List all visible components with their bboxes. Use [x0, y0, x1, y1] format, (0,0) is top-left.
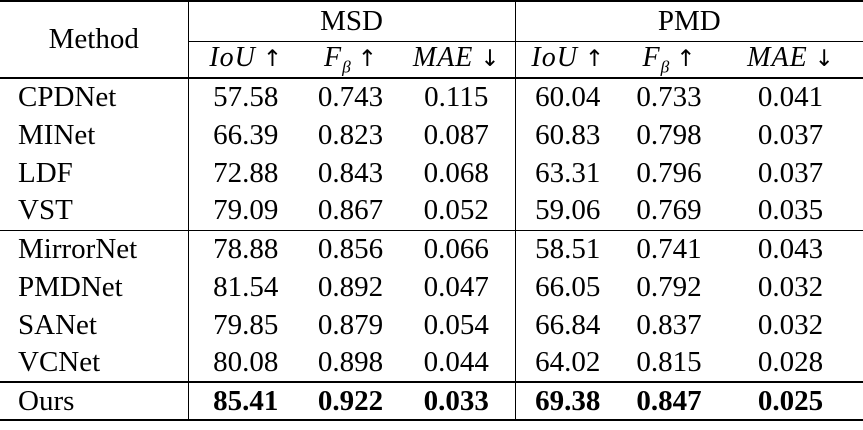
metric-subscript: β [660, 57, 670, 77]
metric-value: 0.879 [317, 308, 384, 341]
metric-value: 60.83 [535, 118, 601, 151]
up-arrow-icon: ↑ [262, 45, 283, 72]
metric-header-msd-fbeta: Fβ ↑ [303, 41, 398, 80]
metric-value: 0.837 [636, 308, 702, 341]
method-name: MINet [0, 116, 189, 155]
metric-value: 0.033 [398, 382, 516, 422]
metric-value: 0.892 [317, 270, 384, 303]
metric-value: 0.898 [303, 344, 398, 384]
metric-value: 0.068 [398, 154, 516, 193]
metric-value: 59.06 [515, 192, 621, 231]
metric-value: 0.743 [317, 81, 384, 114]
metric-value: 66.05 [535, 270, 601, 303]
method-name: LDF [0, 154, 189, 193]
metric-value: 0.044 [398, 344, 516, 384]
metric-value: 0.054 [398, 306, 516, 345]
metric-value: 0.798 [636, 118, 702, 151]
down-arrow-icon: ↓ [814, 45, 834, 72]
metric-value: 0.032 [757, 270, 824, 303]
group-header-row: Method MSD PMD [0, 1, 863, 80]
metric-value: 0.052 [398, 192, 516, 231]
up-arrow-icon: ↑ [357, 45, 377, 72]
msd-group-header: MSD [188, 1, 516, 42]
metric-name: F [324, 41, 343, 73]
metric-value: 78.88 [213, 232, 279, 265]
method-name: CPDNet [0, 78, 189, 117]
metric-value: 0.792 [636, 270, 702, 303]
metric-subscript: β [342, 57, 351, 77]
metric-value: 66.84 [535, 308, 601, 341]
metric-value: 0.815 [620, 344, 719, 384]
metric-value: 69.38 [515, 382, 621, 422]
metric-value: 0.025 [718, 382, 863, 422]
table-row: MINet 66.39 0.823 0.087 60.83 0.798 0.037 [0, 116, 863, 155]
metric-value: 0.066 [398, 230, 516, 269]
table-row: CPDNet 57.58 0.743 0.115 60.04 0.733 0.041 [0, 78, 863, 117]
metric-name: MAE [747, 41, 808, 73]
table-row: LDF 72.88 0.843 0.068 63.31 0.796 0.037 [0, 154, 863, 193]
method-name: VCNet [0, 344, 189, 384]
up-arrow-icon: ↑ [676, 45, 696, 72]
method-name: VST [0, 192, 189, 231]
metric-value: 0.035 [718, 192, 863, 231]
method-name: PMDNet [0, 268, 189, 307]
metric-value: 85.41 [188, 382, 303, 422]
metric-value: 0.115 [398, 78, 516, 117]
metric-value: 81.54 [213, 270, 279, 303]
metric-value: 58.51 [535, 232, 601, 265]
metric-value: 0.856 [317, 232, 384, 265]
table-row: SANet 79.85 0.879 0.054 66.84 0.837 0.032 [0, 306, 863, 345]
method-name: MirrorNet [0, 230, 189, 269]
metric-value: 57.58 [213, 81, 279, 114]
metric-header-pmd-fbeta: Fβ ↑ [620, 41, 719, 80]
metric-value: 0.769 [620, 192, 719, 231]
pmd-group-header: PMD [515, 1, 863, 42]
method-name: Ours [0, 382, 189, 422]
metric-value: 0.037 [757, 118, 824, 151]
metric-value: 0.867 [303, 192, 398, 231]
metric-header-pmd-mae: MAE ↓ [718, 41, 863, 80]
metric-name: IoU [209, 41, 256, 73]
metric-value: 0.041 [757, 81, 824, 114]
metric-value: 0.741 [636, 232, 702, 265]
metric-value: 63.31 [535, 156, 601, 189]
up-arrow-icon: ↑ [584, 45, 605, 72]
metric-value: 0.028 [718, 344, 863, 384]
metric-value: 0.796 [636, 156, 702, 189]
metric-value: 72.88 [213, 156, 279, 189]
metric-value: 60.04 [535, 81, 601, 114]
metric-value: 0.047 [398, 268, 516, 307]
metric-value: 79.09 [188, 192, 303, 231]
metric-value: 0.032 [757, 308, 824, 341]
metric-value: 64.02 [515, 344, 621, 384]
metric-header-pmd-iou: IoU ↑ [515, 41, 621, 80]
table-row: VCNet 80.08 0.898 0.044 64.02 0.815 0.028 [0, 344, 863, 384]
metric-header-msd-iou: IoU ↑ [188, 41, 303, 80]
method-column-header: Method [0, 1, 189, 80]
metric-value: 0.043 [757, 232, 824, 265]
metric-value: 0.922 [303, 382, 398, 422]
metric-value: 0.847 [620, 382, 719, 422]
metric-value: 79.85 [213, 308, 279, 341]
metric-value: 0.733 [636, 81, 702, 114]
metric-name: MAE [412, 41, 474, 73]
metric-value: 0.823 [317, 118, 384, 151]
metric-value: 80.08 [188, 344, 303, 384]
table-row: Ours 85.41 0.922 0.033 69.38 0.847 0.025 [0, 382, 863, 422]
metric-value: 66.39 [213, 118, 279, 151]
metric-header-row: IoU ↑ Fβ ↑ MAE ↓ IoU ↑ Fβ ↑ MAE ↓ [0, 41, 863, 80]
metric-value: 0.843 [317, 156, 384, 189]
metric-value: 0.037 [757, 156, 824, 189]
table-row: VST 79.09 0.867 0.052 59.06 0.769 0.035 [0, 192, 863, 231]
metric-header-msd-mae: MAE ↓ [398, 41, 516, 80]
table-row: MirrorNet 78.88 0.856 0.066 58.51 0.741 0.043 [0, 230, 863, 269]
metric-name: IoU [531, 41, 578, 73]
method-name: SANet [0, 306, 189, 345]
metric-value: 0.087 [398, 116, 516, 155]
metric-name: F [642, 41, 661, 73]
down-arrow-icon: ↓ [480, 45, 500, 72]
table-row: PMDNet 81.54 0.892 0.047 66.05 0.792 0.032 [0, 268, 863, 307]
